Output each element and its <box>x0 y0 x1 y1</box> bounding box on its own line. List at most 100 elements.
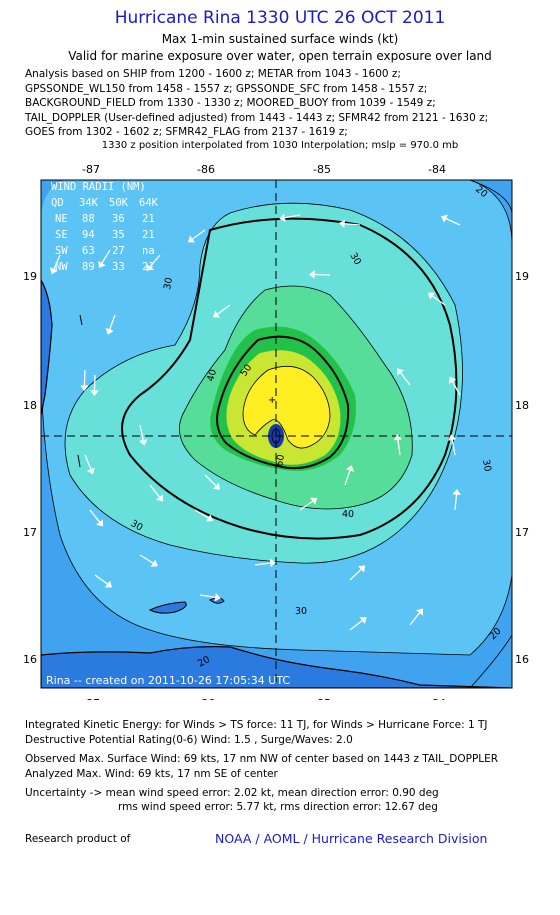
wind-arrow-head <box>338 219 346 228</box>
map-credit: Rina -- created on 2011-10-26 17:05:34 U… <box>46 674 290 687</box>
wind-radii-cell: 89 <box>82 261 95 273</box>
wind-arrow-head <box>104 580 113 588</box>
wind-arrow <box>199 594 216 599</box>
observed-max-wind: Observed Max. Surface Wind: 69 kts, 17 n… <box>25 753 499 765</box>
wind-arrow-head <box>452 489 461 496</box>
wind-arrow-head <box>98 260 106 268</box>
contour-label: 30 <box>347 251 363 267</box>
wind-radii-header-qd: QD <box>51 197 64 209</box>
wind-arrow-head <box>440 214 448 223</box>
wind-arrow-head <box>156 494 163 502</box>
bay-island-roatan <box>148 601 187 614</box>
wind-arrow <box>445 217 461 226</box>
wind-arrow-head <box>397 368 405 376</box>
wind-arrow <box>399 371 411 386</box>
subtitle-exposure: Valid for marine exposure over water, op… <box>68 49 492 63</box>
wind-arrow <box>94 574 109 585</box>
wind-radii-header-50k: 50K <box>109 197 129 209</box>
lat-tick-right: 19 <box>515 270 529 283</box>
analysis-line: GOES from 1302 - 1602 z; SFMR42_FLAG fro… <box>25 126 348 138</box>
wind-vector-arrows <box>49 213 461 631</box>
wind-arrow <box>254 562 271 566</box>
wind-arrow-head <box>212 482 221 490</box>
wind-arrow <box>451 439 456 456</box>
subtitle-wind-type: Max 1-min sustained surface winds (kt) <box>161 32 399 46</box>
lon-tick-top: -87 <box>82 163 100 176</box>
contour-label: 40 <box>342 509 354 520</box>
belize-coast <box>41 278 53 416</box>
wind-arrow-head <box>80 385 89 392</box>
wind-arrow <box>108 314 116 331</box>
wind-radii-cell: 36 <box>112 213 125 225</box>
lat-tick-left: 17 <box>23 526 37 539</box>
wind-radii-cell: 21 <box>142 229 155 241</box>
map-frame <box>40 179 513 689</box>
wind-max-core <box>243 366 330 449</box>
wind-radii-cell: 21 <box>142 261 155 273</box>
uncertainty-line-1: Uncertainty -> mean wind speed error: 2.… <box>25 787 439 799</box>
contour-label: 60 <box>274 454 287 468</box>
noaa-aoml-hrd-credit: NOAA / AOML / Hurricane Research Divisio… <box>215 831 488 846</box>
ike-line: Integrated Kinetic Energy: for Winds > T… <box>25 719 488 731</box>
wind-radii-cell: NW <box>55 261 68 273</box>
storm-center-marker: + <box>268 395 276 406</box>
wind-arrow-head <box>427 292 436 300</box>
wind-arrow-head <box>187 235 196 243</box>
wind-arrow <box>89 509 101 523</box>
wind-arrow <box>93 374 96 392</box>
contour-34kt <box>121 217 458 540</box>
wind-arrow-head <box>308 270 315 279</box>
analyzed-max-wind: Analyzed Max. Wind: 69 kts, 17 nm SE of … <box>25 768 278 780</box>
lon-tick-bottom: -84 <box>428 697 446 700</box>
analysis-line: Analysis based on SHIP from 1200 - 1600 … <box>25 68 401 80</box>
wind-arrow-head <box>205 514 214 522</box>
lon-tick-bottom: -85 <box>313 697 331 700</box>
wind-radii-cell: SW <box>55 245 68 257</box>
analysis-line: BACKGROUND_FIELD from 1330 - 1330 z; MOO… <box>25 97 436 109</box>
wind-arrow <box>284 214 301 219</box>
contour-64kt <box>216 335 350 470</box>
wind-arrow <box>191 229 206 240</box>
position-note: 1330 z position interpolated from 1030 I… <box>101 140 459 151</box>
wind-radii-header-34k: 34K <box>79 197 99 209</box>
wind-arrow-head <box>214 593 221 602</box>
lon-tick-top: -85 <box>313 163 331 176</box>
wind-arrow <box>139 554 154 565</box>
lat-tick-right: 18 <box>515 399 529 412</box>
wind-arrow-head <box>269 558 276 568</box>
lat-tick-left: 19 <box>23 270 37 283</box>
lat-tick-left: 18 <box>23 399 37 412</box>
wind-arrow <box>139 424 144 441</box>
contour-20-se <box>469 634 512 688</box>
analysis-line: GPSSONDE_WL150 from 1458 - 1557 z; GPSSO… <box>25 82 428 95</box>
wind-arrow-head <box>49 267 58 275</box>
wind-arrow-head <box>345 465 354 472</box>
lat-tick-left: 16 <box>23 653 37 666</box>
wind-radii-title: WIND RADII (NM) <box>51 181 146 193</box>
page-title: Hurricane Rina 1330 UTC 26 OCT 2011 <box>114 8 446 28</box>
wind-arrow <box>84 454 92 471</box>
contour-label: 30 <box>480 459 493 473</box>
contour-label: 30 <box>129 518 145 534</box>
wind-arrow-head <box>90 390 99 397</box>
wind-radii-cell: SE <box>55 229 68 241</box>
contour-inner <box>242 365 331 449</box>
wind-arrow <box>101 249 111 264</box>
wind-arrow-head <box>139 439 148 446</box>
wind-arrow-head <box>447 434 457 441</box>
wind-arrow-head <box>150 559 158 567</box>
wind-arrow <box>299 500 314 511</box>
wind-arrow-head <box>393 434 403 441</box>
contour-50 <box>178 285 413 510</box>
wind-arrow-head <box>96 519 104 527</box>
lat-tick-right: 16 <box>515 653 529 666</box>
contour-label: 30 <box>162 277 175 291</box>
wind-arrow-head <box>279 213 286 223</box>
lon-tick-bottom: -86 <box>197 697 215 700</box>
analysis-sources: Analysis based on SHIP from 1200 - 1600 … <box>25 67 488 140</box>
wind-arrow-head <box>416 608 423 616</box>
wind-arrow <box>451 380 461 396</box>
wind-arrow <box>431 295 446 306</box>
wind-arrow-head <box>212 310 221 318</box>
wind-arrow <box>204 474 217 487</box>
